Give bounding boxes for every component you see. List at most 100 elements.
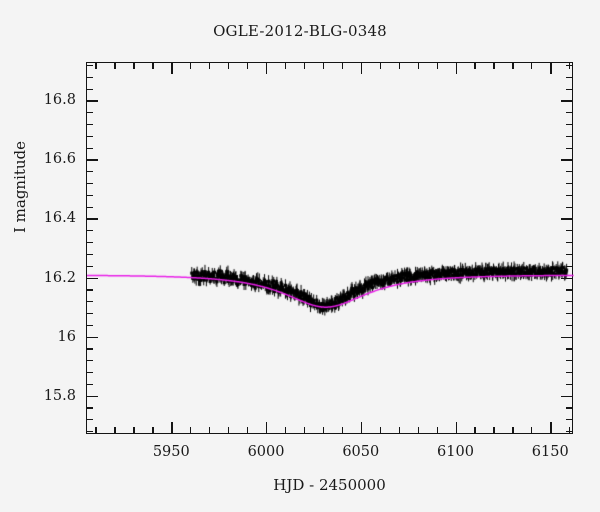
- axis-tick-major: [87, 218, 98, 220]
- axis-tick-minor: [87, 419, 93, 421]
- x-tick-label: 6000: [247, 444, 285, 460]
- axis-tick-minor: [228, 63, 230, 69]
- x-tick-label: 6150: [531, 444, 569, 460]
- axis-tick-minor: [95, 427, 97, 433]
- axis-tick-minor: [566, 112, 572, 114]
- axis-tick-minor: [87, 194, 93, 197]
- axis-tick-minor: [284, 63, 287, 69]
- axis-tick-minor: [87, 324, 93, 326]
- axis-tick-major: [561, 100, 572, 102]
- axis-tick-major: [550, 63, 552, 74]
- axis-tick-major: [360, 63, 363, 74]
- axis-tick-minor: [87, 135, 93, 137]
- axis-tick-minor: [417, 427, 419, 433]
- axis-tick-major: [171, 63, 173, 74]
- axis-tick-minor: [566, 431, 572, 433]
- axis-tick-minor: [566, 301, 572, 303]
- axis-tick-minor: [436, 63, 438, 69]
- x-tick-label: 6100: [437, 444, 474, 460]
- axis-tick-minor: [87, 64, 93, 67]
- axis-tick-major: [87, 100, 98, 102]
- axis-tick-minor: [566, 407, 572, 409]
- axis-tick-minor: [87, 76, 93, 78]
- axis-tick-minor: [566, 135, 572, 137]
- axis-tick-major: [266, 63, 268, 74]
- axis-tick-minor: [152, 63, 154, 69]
- axis-tick-minor: [566, 76, 572, 78]
- axis-tick-minor: [566, 289, 572, 291]
- axis-tick-major: [455, 422, 457, 433]
- axis-tick-minor: [87, 301, 93, 303]
- axis-tick-minor: [512, 427, 514, 433]
- axis-tick-minor: [566, 194, 572, 197]
- axis-tick-minor: [398, 63, 400, 69]
- axis-tick-minor: [322, 63, 325, 69]
- axis-tick-minor: [114, 63, 116, 69]
- axis-tick-minor: [566, 324, 572, 326]
- axis-tick-major: [266, 422, 268, 433]
- data-plot-canvas: [87, 63, 574, 435]
- axis-tick-minor: [566, 171, 572, 173]
- axis-tick-minor: [95, 63, 97, 69]
- axis-tick-minor: [87, 183, 93, 185]
- axis-tick-minor: [474, 427, 476, 433]
- axis-tick-minor: [566, 88, 572, 90]
- axis-tick-major: [171, 422, 173, 433]
- axis-tick-minor: [209, 63, 211, 69]
- axis-tick-minor: [566, 183, 572, 185]
- axis-tick-minor: [531, 63, 533, 69]
- axis-tick-minor: [569, 427, 571, 433]
- axis-tick-minor: [114, 427, 116, 433]
- x-axis-label: HJD - 2450000: [273, 476, 386, 494]
- axis-tick-minor: [512, 63, 514, 69]
- axis-tick-minor: [87, 147, 93, 149]
- y-axis-label: I magnitude: [11, 140, 29, 234]
- axis-tick-minor: [417, 63, 419, 69]
- axis-tick-minor: [87, 431, 93, 433]
- axis-tick-major: [561, 277, 572, 279]
- axis-tick-minor: [566, 64, 572, 67]
- axis-tick-minor: [566, 230, 572, 232]
- page-title: OGLE-2012-BLG-0348: [213, 22, 387, 40]
- axis-tick-minor: [566, 124, 572, 126]
- axis-tick-minor: [566, 419, 572, 421]
- axis-tick-minor: [87, 112, 93, 114]
- axis-tick-minor: [209, 427, 211, 433]
- axis-tick-minor: [566, 348, 572, 350]
- axis-tick-major: [550, 422, 552, 433]
- axis-tick-minor: [379, 427, 381, 433]
- axis-tick-minor: [133, 63, 135, 69]
- axis-tick-minor: [87, 348, 93, 350]
- axis-tick-minor: [566, 383, 572, 385]
- axis-tick-minor: [398, 427, 400, 433]
- axis-tick-minor: [379, 63, 381, 69]
- axis-tick-minor: [190, 63, 192, 69]
- axis-tick-minor: [566, 253, 572, 256]
- axis-tick-minor: [566, 312, 572, 315]
- axis-tick-major: [561, 159, 572, 161]
- x-tick-label: 5950: [152, 444, 190, 460]
- axis-tick-minor: [190, 427, 192, 433]
- axis-tick-minor: [228, 427, 230, 433]
- axis-tick-minor: [566, 206, 572, 208]
- axis-tick-major: [87, 336, 98, 338]
- axis-tick-minor: [474, 63, 476, 69]
- axis-tick-minor: [284, 427, 287, 433]
- axis-tick-minor: [87, 372, 93, 374]
- axis-tick-minor: [566, 360, 572, 362]
- y-tick-label: 16.8: [43, 92, 76, 109]
- axis-tick-minor: [566, 265, 572, 267]
- axis-tick-minor: [303, 427, 306, 433]
- axis-tick-minor: [531, 427, 533, 433]
- axis-tick-minor: [87, 230, 93, 232]
- axis-tick-minor: [87, 312, 93, 315]
- axis-tick-major: [561, 395, 572, 397]
- axis-tick-major: [455, 63, 457, 74]
- axis-tick-minor: [87, 253, 93, 256]
- axis-tick-minor: [303, 63, 306, 69]
- x-tick-label: 6050: [342, 444, 380, 460]
- axis-tick-major: [561, 336, 572, 338]
- y-tick-label: 16: [57, 328, 76, 345]
- axis-tick-minor: [247, 427, 249, 433]
